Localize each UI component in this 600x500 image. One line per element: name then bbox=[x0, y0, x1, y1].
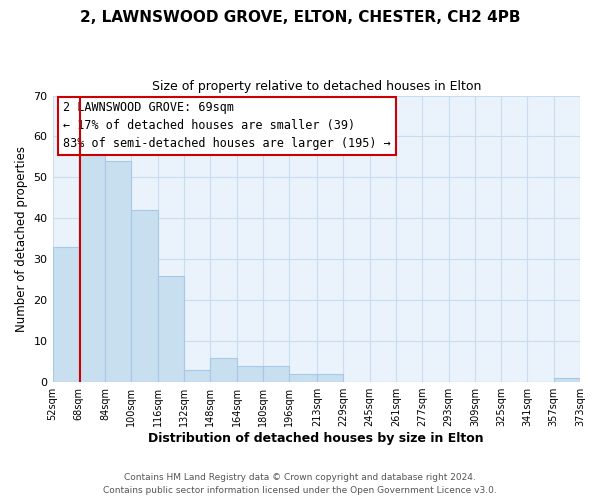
Bar bbox=[289, 374, 317, 382]
Bar bbox=[210, 358, 236, 382]
Bar bbox=[317, 374, 343, 382]
Text: Contains HM Land Registry data © Crown copyright and database right 2024.
Contai: Contains HM Land Registry data © Crown c… bbox=[103, 474, 497, 495]
Title: Size of property relative to detached houses in Elton: Size of property relative to detached ho… bbox=[152, 80, 481, 93]
Bar bbox=[131, 210, 158, 382]
X-axis label: Distribution of detached houses by size in Elton: Distribution of detached houses by size … bbox=[148, 432, 484, 445]
Bar bbox=[184, 370, 210, 382]
Bar bbox=[158, 276, 184, 382]
Bar bbox=[105, 161, 131, 382]
Bar bbox=[263, 366, 289, 382]
Bar bbox=[236, 366, 263, 382]
Text: 2 LAWNSWOOD GROVE: 69sqm
← 17% of detached houses are smaller (39)
83% of semi-d: 2 LAWNSWOOD GROVE: 69sqm ← 17% of detach… bbox=[63, 102, 391, 150]
Bar bbox=[554, 378, 580, 382]
Text: 2, LAWNSWOOD GROVE, ELTON, CHESTER, CH2 4PB: 2, LAWNSWOOD GROVE, ELTON, CHESTER, CH2 … bbox=[80, 10, 520, 25]
Bar bbox=[79, 144, 105, 382]
Y-axis label: Number of detached properties: Number of detached properties bbox=[15, 146, 28, 332]
Bar bbox=[53, 247, 79, 382]
